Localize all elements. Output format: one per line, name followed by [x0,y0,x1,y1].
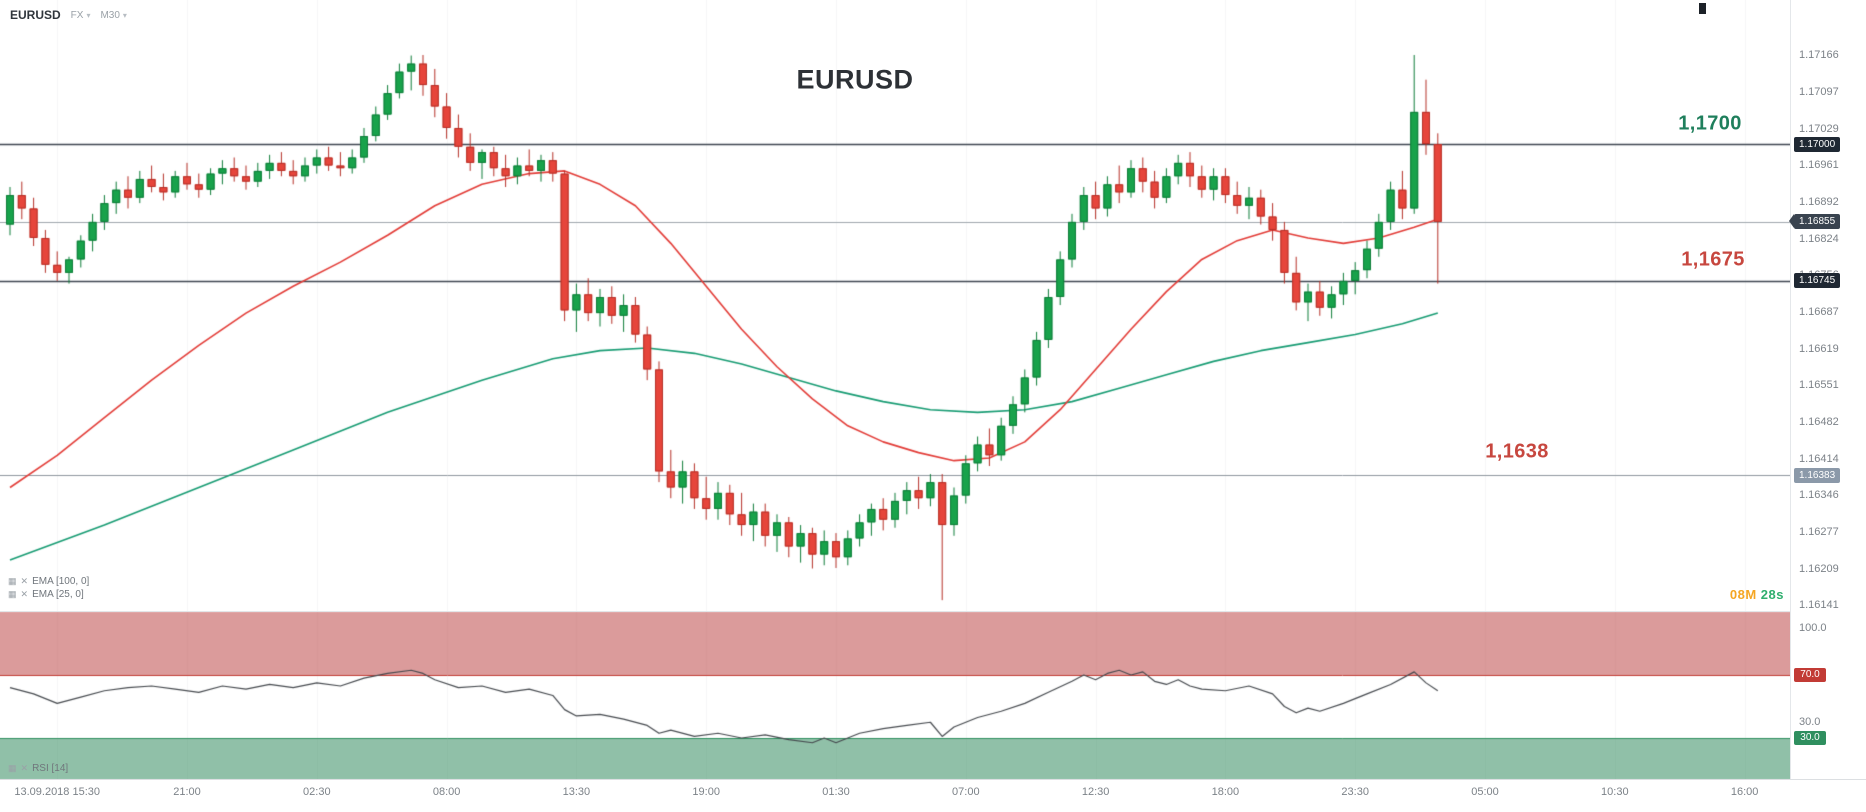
price-annotation[interactable]: 1,1700 [1678,112,1742,135]
indicator-label: EMA [25, 0] [32,588,84,600]
time-axis-label: 16:00 [1730,786,1759,798]
price-tick-label: 1.16209 [1799,562,1839,575]
rsi-level-badge: 30.0 [1794,731,1826,745]
legend-row-rsi: ▦ ✕ RSI [14] [8,762,68,774]
rsi-tick-label: 30.0 [1799,716,1821,728]
time-axis-label: 02:30 [303,786,331,798]
price-tick-label: 1.16619 [1799,342,1839,355]
indicator-remove-icon[interactable]: ✕ [20,589,29,599]
chart-overlay: 1,1700 1,1675 1,1638 [1485,112,1745,463]
indicator-settings-icon[interactable]: ▦ [8,763,17,773]
time-axis-label: 08:00 [432,786,461,798]
current-price-tag: 1.16855 [1789,214,1841,230]
price-tick-label: 1.16687 [1799,306,1839,319]
timeframe-selector[interactable]: M30 ▾ [100,10,126,21]
indicator-settings-icon[interactable]: ▦ [8,589,17,599]
time-axis-label: 05:00 [1471,786,1499,798]
market-label: FX [70,9,84,21]
countdown-minutes: 08M [1729,587,1757,602]
chart-watermark-title: EURUSD [796,64,914,95]
price-tag-arrow-icon [1789,214,1794,229]
legend-row-ema-25: ▦ ✕ EMA [25, 0] [8,588,89,600]
chart-plot-canvas[interactable] [0,0,1790,779]
price-annotation[interactable]: 1,1675 [1681,248,1745,271]
corner-glyph [1699,3,1706,14]
time-axis-label: 12:30 [1081,786,1110,798]
price-tick-label: 1.17097 [1799,86,1839,99]
countdown-seconds: 28s [1760,587,1784,602]
timeframe-label: M30 [100,9,120,21]
time-axis-label: 13.09.2018 15:30 [14,786,101,798]
price-tick-label: 1.16551 [1799,379,1839,391]
countdown-timer: 08M 28s [1730,587,1784,602]
price-tick-label: 1.16346 [1799,489,1839,501]
time-axis-label: 18:00 [1211,786,1240,798]
price-level-tag: 1.16383 [1794,467,1841,483]
price-tick-label: 1.16141 [1799,599,1839,611]
market-selector[interactable]: FX ▾ [71,10,91,21]
time-axis-label: 10:30 [1601,786,1629,798]
chevron-down-icon: ▾ [86,10,91,20]
price-axis[interactable]: 1.17166 1.17097 1.17029 1.16961 1.16892 1.168… [1789,0,1866,779]
symbol-header: EURUSD FX ▾ M30 ▾ [10,8,127,22]
indicator-label: RSI [14] [32,762,69,774]
indicator-remove-icon[interactable]: ✕ [20,763,29,773]
price-tick-label: 1.16824 [1799,232,1839,245]
time-axis-label: 13:30 [562,786,591,798]
legend-row-ema-100: ▦ ✕ EMA [100, 0] [8,575,89,587]
price-tick-label: 1.16482 [1799,416,1839,429]
price-tick-label: 1.17029 [1799,122,1839,135]
price-tick-label: 1.16892 [1799,196,1839,209]
time-axis-label: 19:00 [692,786,720,798]
rsi-legend: ▦ ✕ RSI [14] [8,762,68,775]
price-tick-label: 1.16414 [1799,452,1839,465]
price-tick-label: 1.16277 [1799,526,1839,539]
price-level-tag: 1.16745 [1794,273,1841,289]
pane-divider[interactable] [0,611,1790,612]
symbol-name[interactable]: EURUSD [10,8,61,22]
indicator-remove-icon[interactable]: ✕ [20,576,29,586]
rsi-tick-label: 100.0 [1799,621,1827,634]
price-level-tag: 1.17000 [1794,136,1841,152]
price-annotation[interactable]: 1,1638 [1485,440,1549,463]
time-axis-label: 01:30 [822,786,850,798]
indicator-label: EMA [100, 0] [32,575,90,587]
price-tick-label: 1.16961 [1799,159,1839,171]
time-axis-label: 21:00 [173,786,201,798]
time-axis-label: 23:30 [1341,786,1369,798]
time-axis-label: 07:00 [952,786,980,798]
time-axis[interactable]: 13.09.2018 15:30 21:00 02:30 08:00 13:30 19:0… [0,779,1866,812]
chevron-down-icon: ▾ [122,10,127,20]
indicator-settings-icon[interactable]: ▦ [8,576,17,586]
ema-legend: ▦ ✕ EMA [100, 0] ▦ ✕ EMA [25, 0] [8,575,89,601]
price-tick-label: 1.17166 [1799,49,1839,61]
rsi-level-badge: 70.0 [1794,668,1826,682]
